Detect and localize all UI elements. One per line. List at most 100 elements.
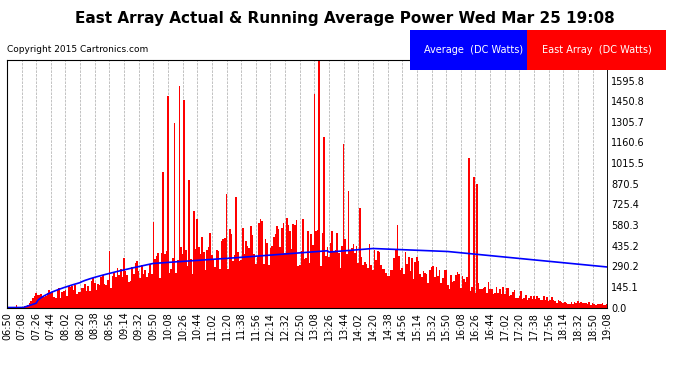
Bar: [452, 282, 453, 308]
Bar: [289, 231, 290, 308]
Bar: [398, 256, 400, 307]
Bar: [455, 275, 457, 308]
Text: Copyright 2015 Cartronics.com: Copyright 2015 Cartronics.com: [7, 45, 148, 54]
Bar: [554, 301, 556, 307]
Bar: [161, 252, 162, 308]
Bar: [268, 265, 270, 308]
Bar: [328, 257, 330, 307]
Bar: [372, 270, 374, 308]
Bar: [466, 277, 468, 308]
Bar: [306, 258, 307, 308]
Bar: [569, 304, 571, 307]
Bar: [380, 265, 382, 308]
Bar: [387, 276, 388, 308]
Bar: [131, 267, 133, 308]
Bar: [79, 291, 81, 308]
Bar: [95, 290, 97, 308]
Bar: [520, 291, 522, 308]
Bar: [224, 238, 226, 308]
Bar: [253, 254, 255, 308]
Bar: [377, 251, 379, 308]
Bar: [344, 239, 346, 308]
Bar: [388, 276, 390, 308]
Bar: [283, 223, 284, 308]
Bar: [463, 279, 465, 308]
Bar: [206, 249, 208, 308]
Bar: [495, 286, 497, 308]
Bar: [322, 233, 324, 308]
Bar: [72, 290, 75, 308]
Bar: [543, 296, 544, 307]
Bar: [286, 219, 288, 308]
Bar: [579, 303, 580, 307]
Bar: [395, 249, 397, 308]
Bar: [24, 306, 26, 308]
Bar: [536, 296, 538, 307]
Bar: [230, 234, 233, 308]
Bar: [177, 260, 179, 308]
Bar: [234, 255, 235, 308]
Bar: [517, 298, 519, 307]
Bar: [431, 267, 433, 308]
Bar: [239, 261, 240, 308]
Bar: [12, 307, 14, 308]
Bar: [404, 252, 406, 308]
Bar: [149, 264, 151, 308]
Bar: [393, 258, 395, 307]
Bar: [483, 288, 484, 308]
Bar: [349, 251, 351, 308]
Bar: [222, 239, 224, 308]
Bar: [564, 302, 566, 307]
Bar: [493, 294, 494, 308]
Bar: [481, 288, 483, 308]
Bar: [524, 298, 525, 307]
Bar: [551, 297, 553, 307]
Bar: [460, 288, 462, 308]
Bar: [139, 278, 141, 308]
Bar: [531, 299, 533, 307]
Bar: [84, 284, 86, 308]
Bar: [299, 265, 301, 308]
Bar: [445, 270, 447, 308]
Bar: [279, 247, 281, 308]
Bar: [120, 269, 121, 308]
Bar: [589, 303, 590, 307]
Bar: [382, 269, 384, 308]
Bar: [245, 241, 247, 308]
Bar: [273, 237, 275, 308]
Bar: [136, 261, 138, 308]
Bar: [104, 284, 106, 308]
Bar: [470, 291, 471, 308]
Bar: [397, 225, 398, 308]
Bar: [513, 290, 515, 308]
Bar: [193, 211, 195, 308]
Bar: [444, 270, 445, 308]
Bar: [392, 270, 393, 308]
Bar: [342, 246, 343, 308]
Bar: [88, 286, 89, 308]
Bar: [450, 274, 452, 308]
Bar: [276, 226, 278, 308]
Bar: [320, 266, 322, 308]
Bar: [229, 229, 230, 308]
Bar: [208, 247, 210, 308]
Bar: [535, 299, 536, 307]
Bar: [293, 224, 294, 308]
Bar: [19, 306, 21, 308]
Bar: [108, 251, 110, 308]
Bar: [99, 285, 101, 308]
Bar: [125, 271, 126, 308]
Bar: [45, 296, 47, 307]
Bar: [262, 221, 263, 308]
Bar: [257, 257, 258, 307]
Bar: [533, 296, 535, 307]
Bar: [511, 295, 512, 307]
Bar: [607, 304, 608, 307]
Bar: [351, 248, 353, 308]
Bar: [184, 100, 185, 308]
Bar: [164, 254, 166, 308]
Bar: [562, 303, 564, 307]
Bar: [433, 266, 434, 308]
Bar: [83, 288, 84, 308]
Bar: [106, 285, 107, 308]
